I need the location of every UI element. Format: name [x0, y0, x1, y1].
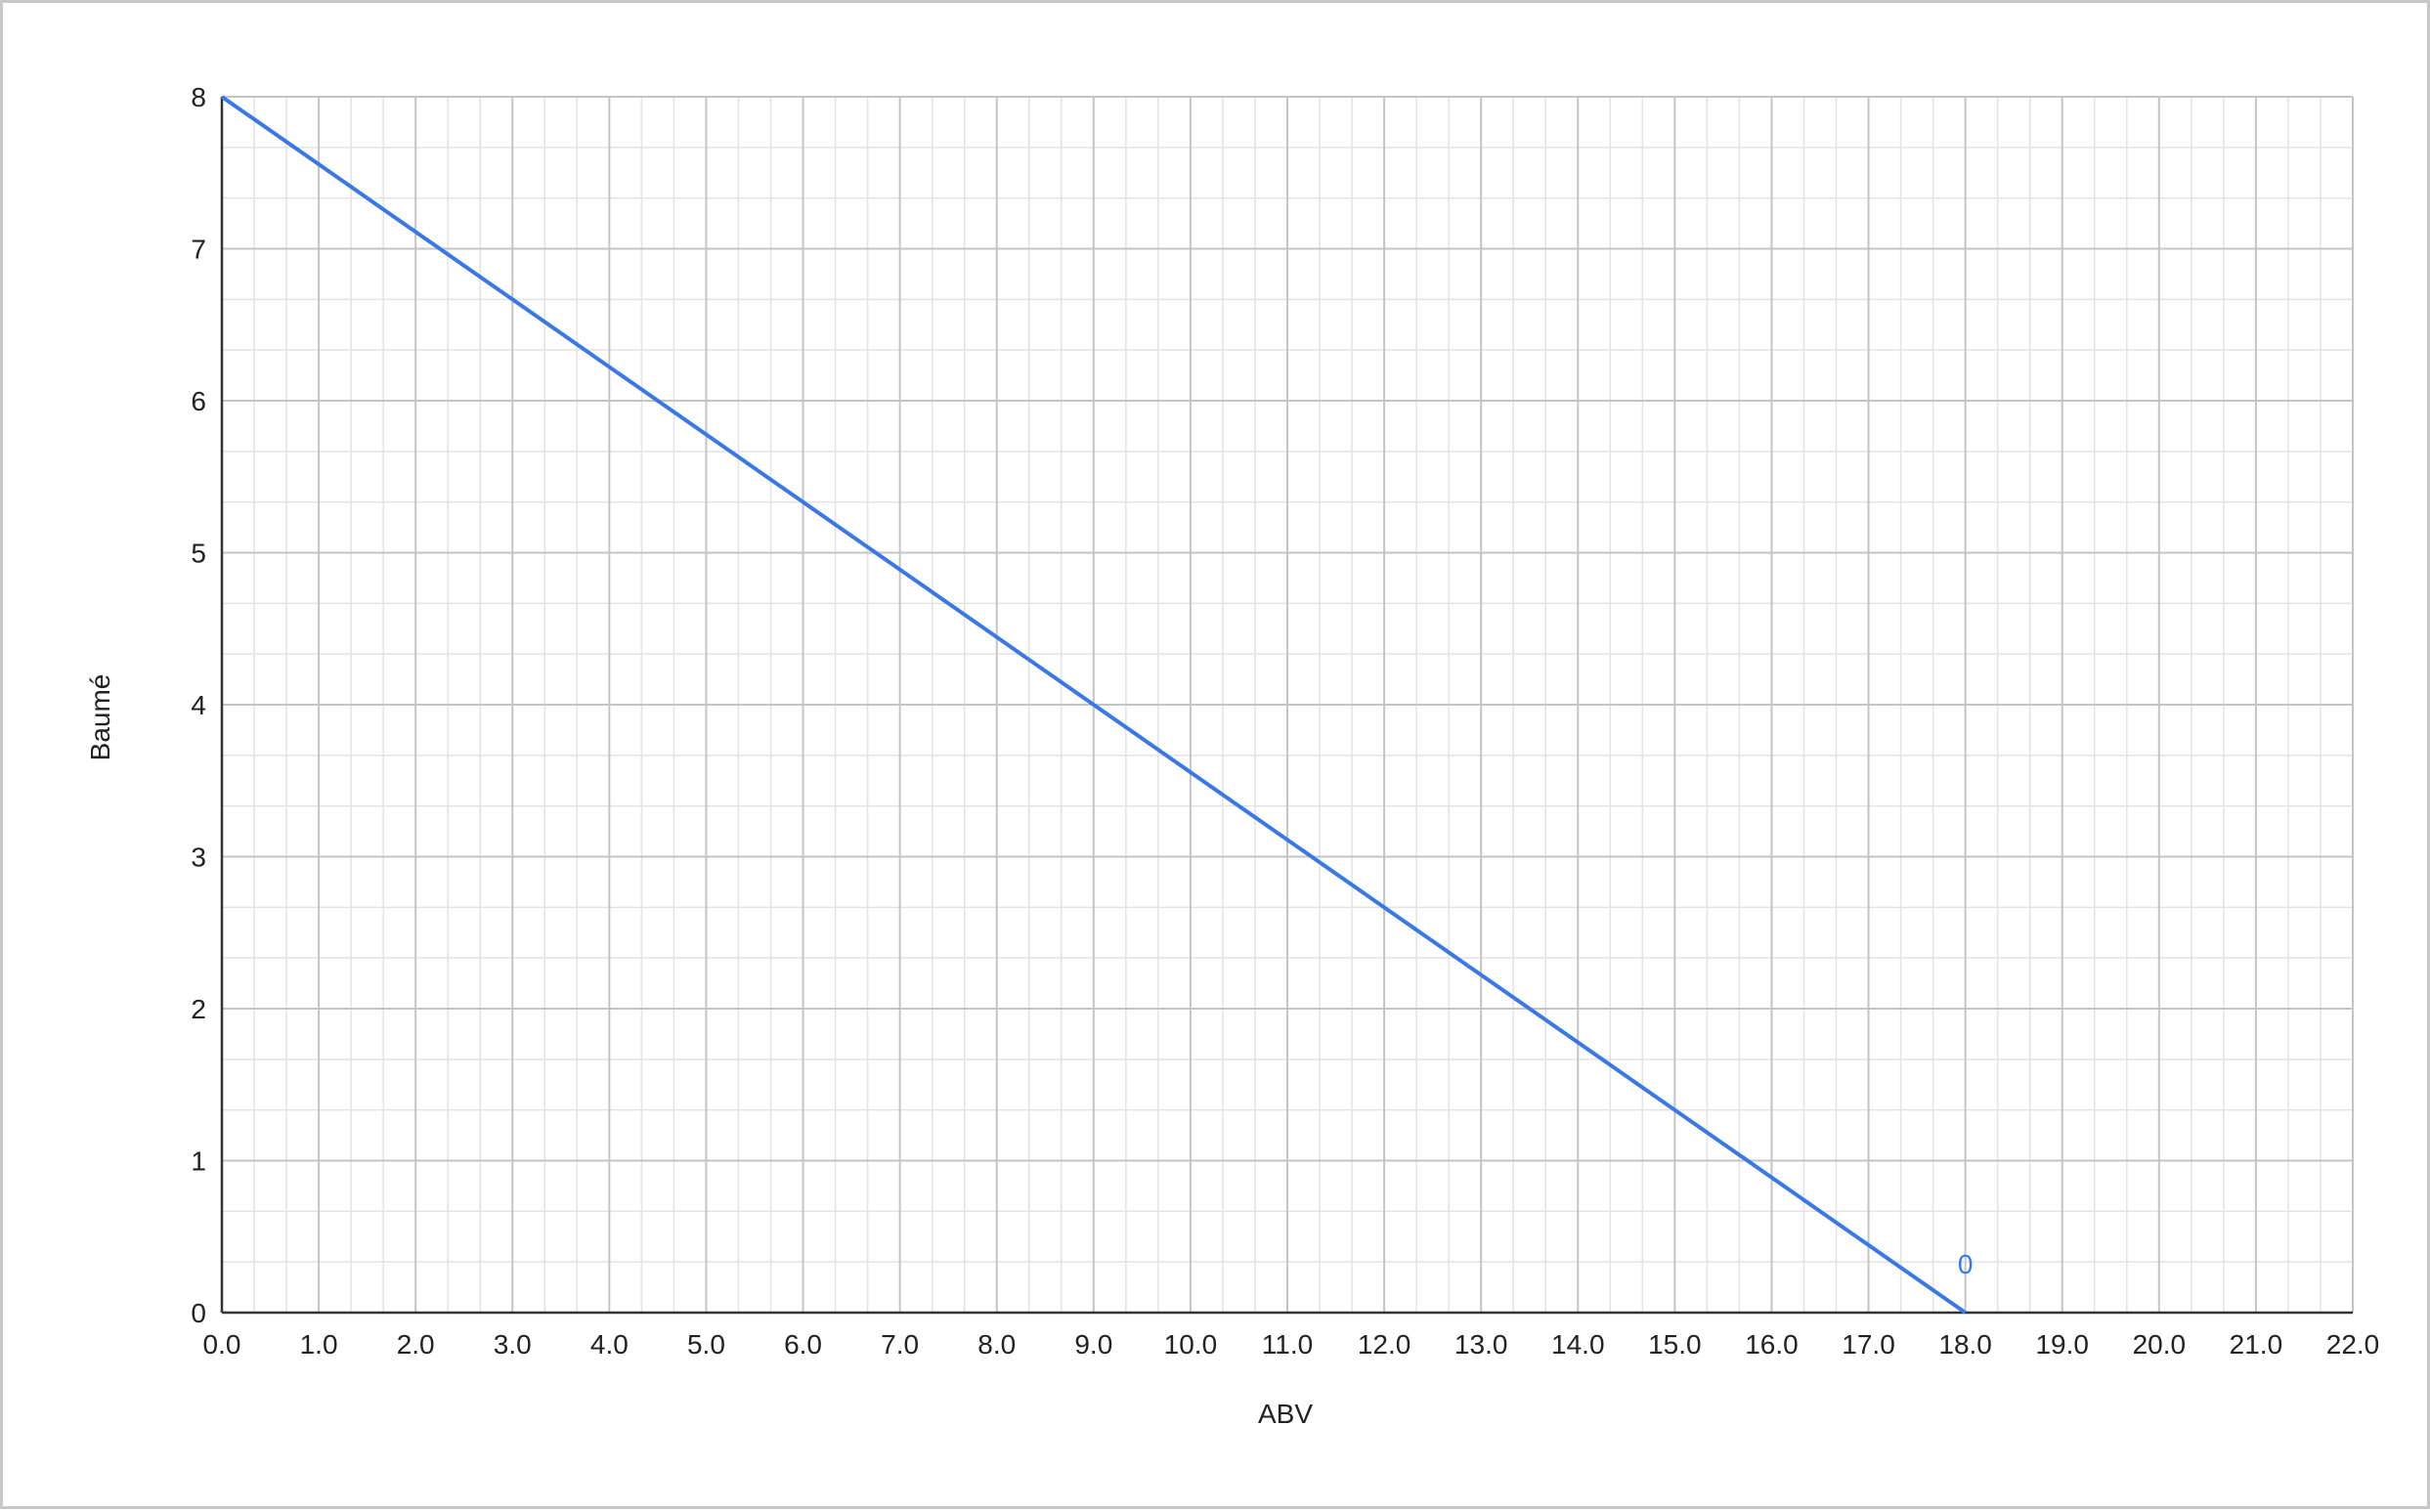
- y-axis-title: Baumé: [85, 674, 115, 761]
- y-tick-label: 0: [191, 1298, 206, 1328]
- major-grid: [222, 96, 2354, 1313]
- y-tick-label: 8: [191, 82, 206, 112]
- x-tick-label: 19.0: [2035, 1329, 2089, 1360]
- x-tick-label: 2.0: [397, 1329, 435, 1360]
- annotation-layer: 0: [1958, 1249, 1974, 1279]
- x-tick-label: 14.0: [1551, 1329, 1605, 1360]
- x-tick-label: 3.0: [494, 1329, 532, 1360]
- x-tick-label: 11.0: [1262, 1329, 1313, 1360]
- y-tick-label: 6: [191, 386, 206, 416]
- x-tick-label: 13.0: [1454, 1329, 1508, 1360]
- x-tick-label: 10.0: [1164, 1329, 1218, 1360]
- y-tick-labels: 0 1 2 3 4 5 6 7 8: [191, 82, 206, 1328]
- y-tick-label: 4: [191, 690, 206, 720]
- series-line: [220, 95, 1967, 1315]
- x-tick-label: 6.0: [784, 1329, 822, 1360]
- x-tick-label: 4.0: [590, 1329, 629, 1360]
- x-tick-labels: 0.0 1.0 2.0 3.0 4.0 5.0 6.0 7.0 8.0 9.0 10.0 11.0 12…: [203, 1329, 2380, 1360]
- x-tick-label: 7.0: [881, 1329, 919, 1360]
- x-tick-label: 16.0: [1745, 1329, 1799, 1360]
- x-tick-label: 1.0: [300, 1329, 338, 1360]
- axes: [220, 97, 2353, 1315]
- y-tick-label: 7: [191, 235, 206, 265]
- x-tick-label: 12.0: [1358, 1329, 1411, 1360]
- x-tick-label: 17.0: [1842, 1329, 1895, 1360]
- x-tick-label: 21.0: [2230, 1329, 2283, 1360]
- x-axis-title: ABV: [1258, 1399, 1313, 1429]
- y-tick-label: 2: [191, 994, 206, 1024]
- x-tick-label: 0.0: [203, 1329, 241, 1360]
- x-tick-label: 9.0: [1074, 1329, 1112, 1360]
- x-tick-label: 5.0: [687, 1329, 725, 1360]
- y-tick-label: 5: [191, 539, 206, 569]
- line-chart: 0 1 2 3 4 5 6 7 8 0.0 1.0 2.0 3.0 4.0 5.0 6.0 7.0 8.0 9.0…: [85, 82, 2380, 1429]
- x-tick-label: 20.0: [2133, 1329, 2187, 1360]
- x-tick-label: 8.0: [977, 1329, 1016, 1360]
- x-tick-label: 22.0: [2326, 1329, 2380, 1360]
- y-tick-label: 1: [191, 1146, 206, 1177]
- data-label: 0: [1958, 1249, 1974, 1279]
- y-tick-label: 3: [191, 842, 206, 873]
- series-layer: [220, 95, 1967, 1315]
- x-tick-label: 18.0: [1938, 1329, 1992, 1360]
- x-tick-label: 15.0: [1648, 1329, 1702, 1360]
